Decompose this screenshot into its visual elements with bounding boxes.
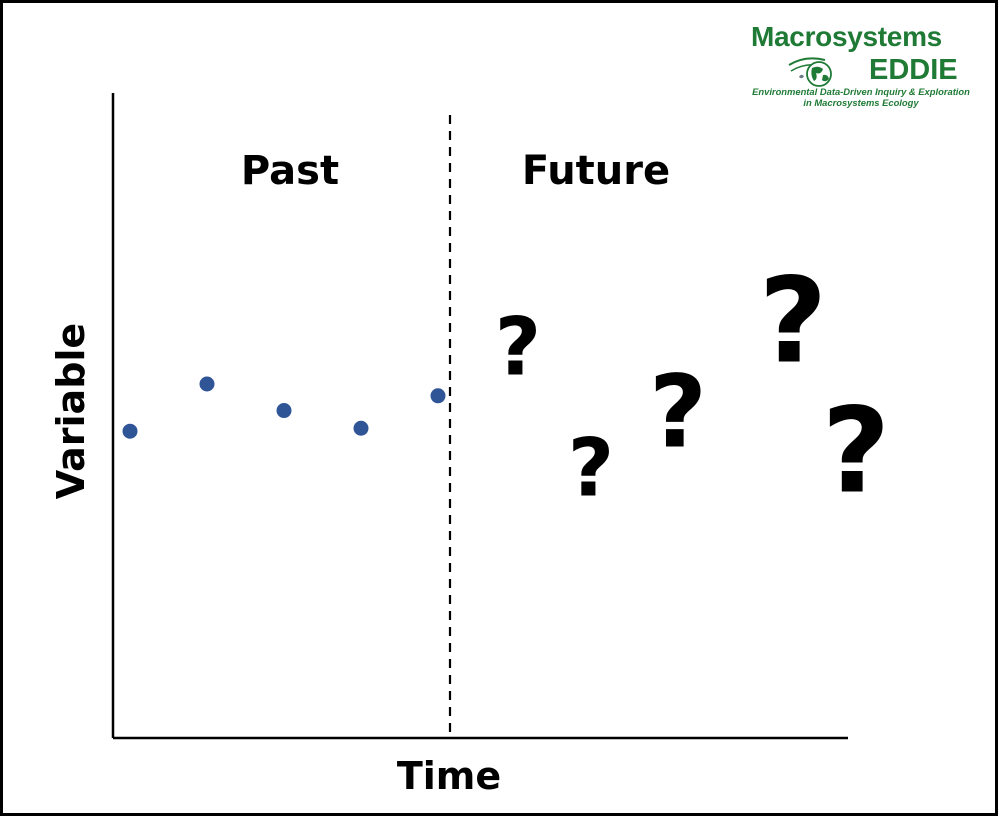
observation-point-3 (276, 403, 292, 419)
forecast-diagram: Past Future Time Variable ????? (49, 93, 890, 798)
globe-icon (788, 57, 832, 87)
observation-point-5 (430, 388, 446, 404)
y-axis-label: Variable (49, 323, 93, 499)
logo-subtitle: EDDIE (869, 54, 958, 86)
observation-point-4 (353, 420, 369, 436)
observation-point-1 (122, 423, 138, 439)
question-mark-4: ? (759, 252, 827, 390)
future-unknowns: ????? (495, 252, 890, 520)
logo-tagline-line-2: in Macrosystems Ecology (803, 97, 919, 108)
question-mark-2: ? (568, 421, 614, 514)
past-label: Past (241, 148, 339, 194)
observation-point-2 (199, 376, 215, 392)
logo-tagline-line-1: Environmental Data-Driven Inquiry & Expl… (752, 86, 970, 97)
logo-title: Macrosystems (751, 21, 942, 52)
question-mark-3: ? (649, 354, 707, 471)
x-axis-label: Time (397, 754, 501, 798)
macrosystems-eddie-logo: Macrosystems EDDIE Environmental Data-Dr… (751, 21, 971, 113)
future-label: Future (522, 148, 670, 194)
observation-points (122, 376, 446, 439)
question-mark-5: ? (822, 381, 890, 519)
question-mark-1: ? (495, 300, 541, 393)
